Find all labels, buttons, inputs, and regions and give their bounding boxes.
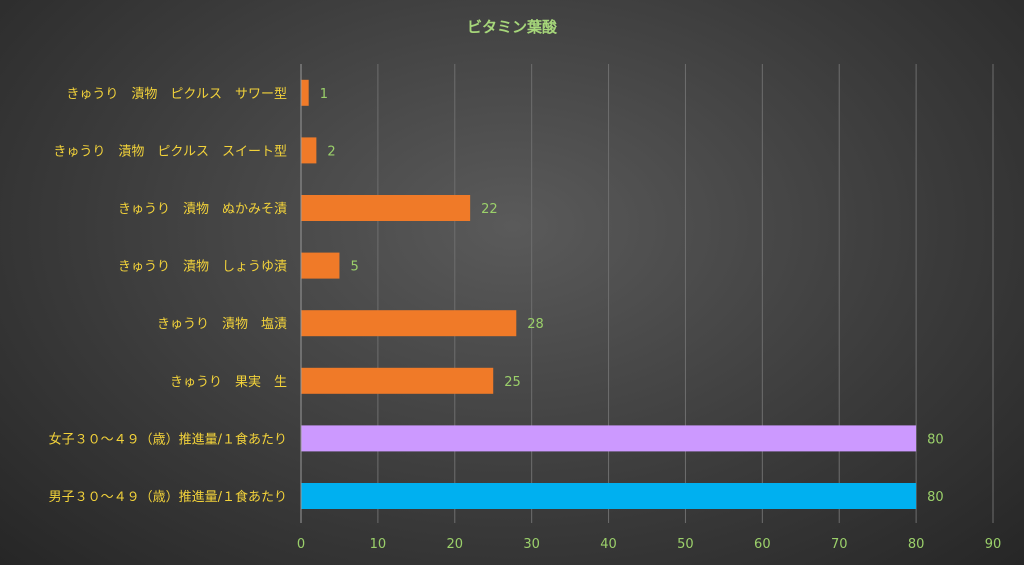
bar <box>301 195 471 221</box>
data-label: 2 <box>327 144 335 159</box>
x-tick-label: 70 <box>831 537 848 552</box>
bar <box>301 252 340 279</box>
bars <box>301 79 917 509</box>
bar <box>301 79 309 106</box>
data-label: 28 <box>527 317 544 332</box>
x-tick-label: 90 <box>985 537 1002 552</box>
x-tick-label: 20 <box>447 537 464 552</box>
category-label: 男子３０～４９（歳）推進量/１食あたり <box>49 489 287 505</box>
data-label: 1 <box>320 87 328 102</box>
x-tick-label: 60 <box>754 537 771 552</box>
bar <box>301 483 917 509</box>
category-label: きゅうり 漬物 ピクルス スイート型 <box>53 144 287 159</box>
category-label: きゅうり 漬物 ピクルス サワー型 <box>66 87 287 102</box>
bar <box>301 310 517 337</box>
x-axis-ticks: 0 10 20 30 40 50 60 70 80 90 <box>297 537 1001 552</box>
bar <box>301 137 317 164</box>
category-label: きゅうり 果実 生 <box>170 374 287 390</box>
x-tick-label: 50 <box>677 537 694 552</box>
x-tick-label: 10 <box>370 537 387 552</box>
category-label: 女子３０～４９（歳）推進量/１食あたり <box>49 431 287 447</box>
category-label: きゅうり 漬物 しょうゆ漬 <box>118 260 287 275</box>
grid-lines <box>377 64 994 523</box>
bar <box>301 367 494 394</box>
data-label: 5 <box>350 260 358 275</box>
x-tick-label: 80 <box>908 537 925 552</box>
x-tick-label: 0 <box>297 537 305 552</box>
x-tick-label: 40 <box>600 537 617 552</box>
chart-title: ビタミン葉酸 <box>467 18 558 36</box>
data-label: 22 <box>481 202 498 217</box>
data-label: 80 <box>927 490 944 505</box>
category-label: きゅうり 漬物 塩漬 <box>157 317 287 332</box>
bar <box>301 425 917 452</box>
category-label: きゅうり 漬物 ぬかみそ漬 <box>118 202 287 217</box>
data-label: 80 <box>927 432 944 447</box>
data-label: 25 <box>504 375 521 390</box>
x-tick-label: 30 <box>523 537 540 552</box>
